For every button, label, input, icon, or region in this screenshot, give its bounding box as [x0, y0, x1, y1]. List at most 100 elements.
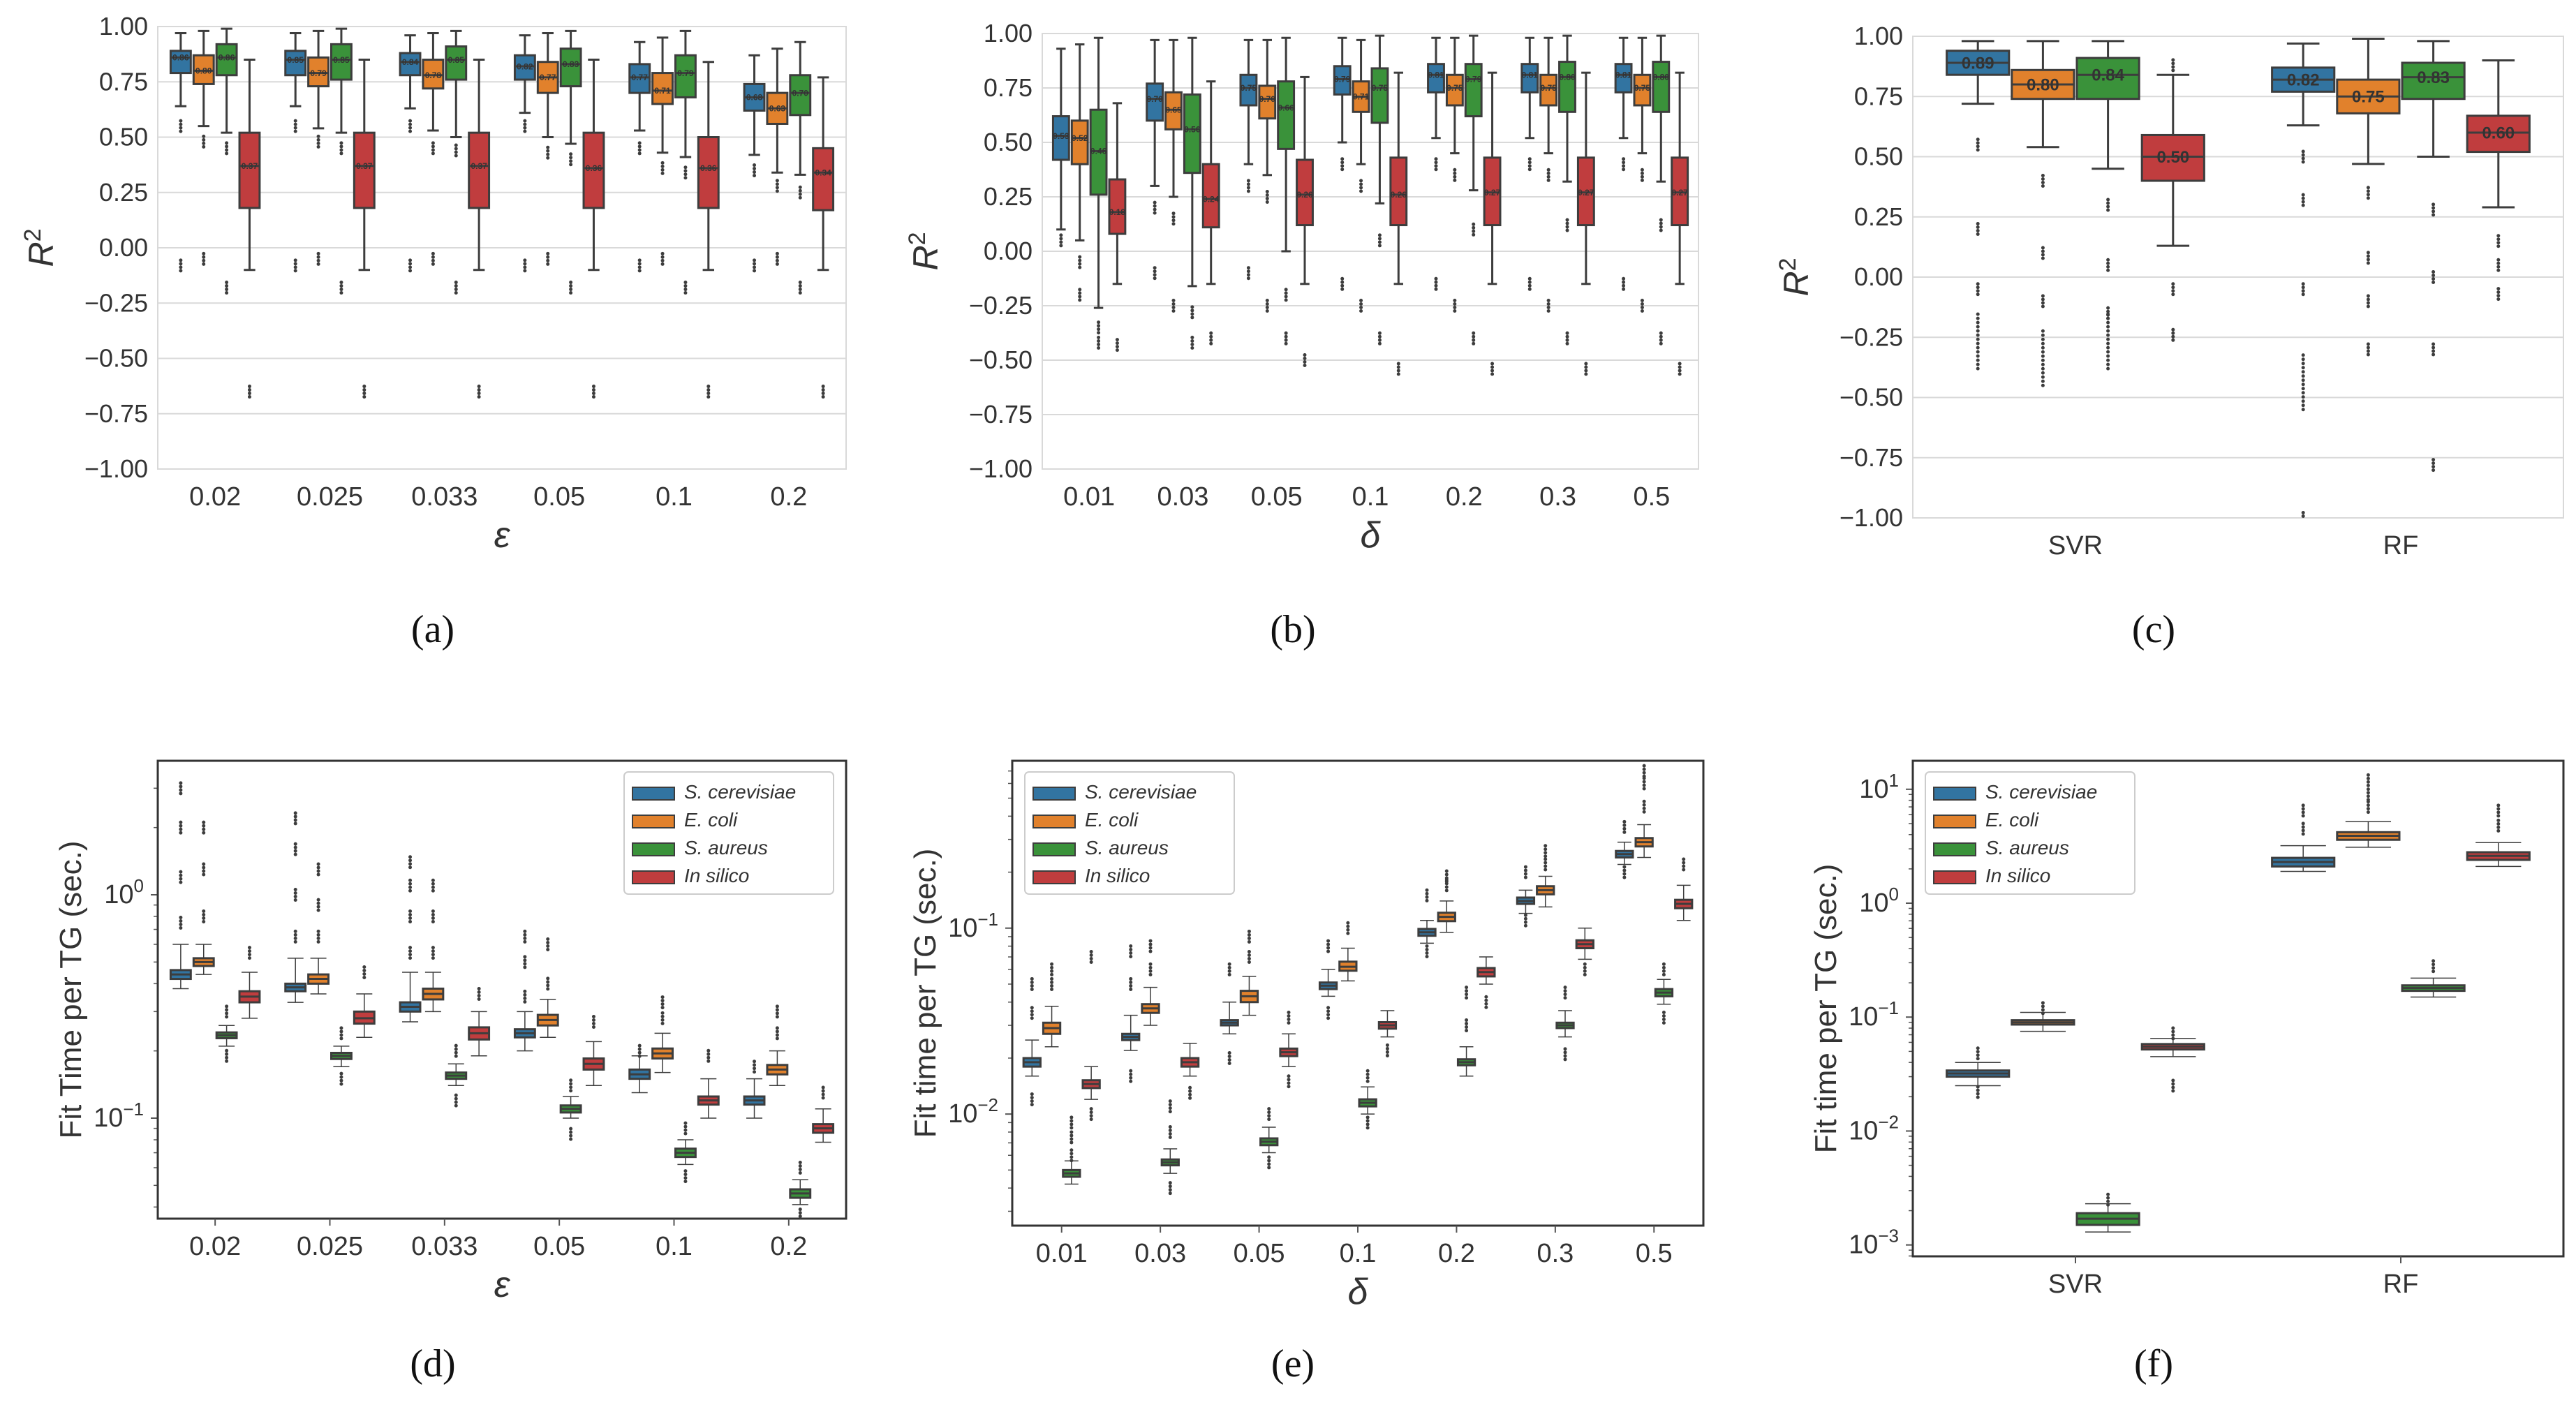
- outlier: [293, 122, 297, 126]
- outlier: [2301, 289, 2305, 293]
- outlier: [1377, 237, 1382, 241]
- outlier: [2431, 962, 2436, 967]
- outlier: [316, 865, 320, 870]
- outlier: [660, 168, 665, 172]
- outlier: [179, 119, 183, 123]
- y-tick-label: −0.50: [84, 344, 148, 373]
- outlier: [1682, 861, 1686, 865]
- outlier: [660, 258, 665, 262]
- outlier: [1465, 1025, 1469, 1029]
- box-body: [1164, 91, 1183, 131]
- outlier: [2431, 345, 2436, 350]
- outlier: [2366, 254, 2370, 258]
- legend-label: S. cerevisiae: [1985, 781, 2097, 803]
- outlier: [1190, 308, 1194, 313]
- outlier: [2366, 196, 2370, 200]
- outlier: [637, 1050, 642, 1055]
- median-label: 0.18: [1109, 207, 1126, 217]
- outlier: [1284, 331, 1288, 335]
- outlier: [1188, 1085, 1192, 1090]
- outlier: [2106, 341, 2110, 345]
- outlier: [1377, 331, 1382, 335]
- outlier: [1059, 233, 1063, 237]
- box-body: [1258, 84, 1277, 120]
- outlier: [1976, 316, 1980, 320]
- box-orange: 0.75: [1633, 36, 1652, 313]
- outlier: [1563, 1054, 1567, 1058]
- outlier: [1326, 946, 1331, 950]
- outlier: [1153, 273, 1157, 277]
- outlier: [1030, 1099, 1034, 1103]
- median-label: 0.70: [1146, 94, 1163, 104]
- outlier: [2301, 395, 2305, 399]
- x-tick-label: 0.03: [1134, 1239, 1186, 1268]
- outlier: [1377, 338, 1382, 342]
- outlier: [2301, 357, 2305, 362]
- outlier: [1030, 1016, 1034, 1020]
- outlier: [477, 993, 481, 997]
- outlier: [2301, 362, 2305, 366]
- outlier: [2041, 246, 2045, 250]
- outlier: [1425, 888, 1429, 892]
- box-body: [1370, 67, 1389, 124]
- outlier: [2431, 277, 2436, 281]
- outlier: [225, 1052, 229, 1056]
- outlier: [2301, 814, 2305, 818]
- outlier: [591, 1014, 595, 1018]
- outlier: [1069, 1140, 1074, 1145]
- outlier: [1148, 946, 1153, 950]
- outlier: [316, 262, 320, 266]
- outlier: [569, 1089, 573, 1093]
- outlier: [2496, 297, 2501, 302]
- outlier: [753, 1063, 757, 1067]
- outlier: [1622, 830, 1627, 834]
- outlier: [454, 1100, 458, 1104]
- outlier: [1565, 341, 1569, 345]
- outlier: [1089, 957, 1093, 961]
- outlier: [431, 258, 435, 262]
- outlier: [753, 174, 757, 178]
- legend-label: E. coli: [1985, 809, 2039, 831]
- outlier: [2496, 244, 2501, 248]
- outlier: [1247, 957, 1251, 961]
- outlier: [2301, 193, 2305, 197]
- outlier: [2366, 798, 2370, 802]
- outlier: [2171, 289, 2175, 293]
- y-tick-label: 0.00: [984, 237, 1032, 265]
- outlier: [293, 898, 297, 902]
- outlier: [1148, 969, 1153, 973]
- outlier: [1444, 876, 1449, 880]
- outlier: [2301, 832, 2305, 836]
- outlier: [1148, 965, 1153, 969]
- outlier: [523, 119, 527, 123]
- outlier: [431, 148, 435, 152]
- median-label: 0.65: [1165, 105, 1182, 114]
- box-body: [1089, 108, 1108, 196]
- outlier: [683, 1124, 688, 1129]
- panel-caption: (a): [411, 608, 454, 651]
- box-body: [1183, 93, 1201, 174]
- x-tick-label: 0.1: [1352, 482, 1389, 512]
- outlier: [1527, 161, 1532, 165]
- outlier: [2301, 825, 2305, 829]
- outlier: [2301, 378, 2305, 382]
- outlier: [546, 152, 550, 156]
- outlier: [454, 1050, 458, 1055]
- box-body: [1051, 115, 1070, 161]
- outlier: [454, 288, 458, 292]
- outlier: [339, 148, 343, 152]
- median-label: 0.71: [1353, 92, 1370, 102]
- outlier: [1303, 357, 1307, 360]
- outlier: [775, 255, 779, 259]
- box-orange: 0.71: [1352, 38, 1370, 313]
- outlier: [431, 262, 435, 266]
- outlier: [1976, 144, 1980, 149]
- outlier: [569, 163, 573, 167]
- outlier: [2106, 312, 2110, 316]
- box-green: [2075, 1192, 2140, 1233]
- outlier: [1425, 948, 1429, 952]
- outlier: [202, 865, 206, 870]
- outlier: [1168, 1131, 1172, 1136]
- legend-label: E. coli: [1085, 809, 1139, 831]
- outlier: [1563, 1057, 1567, 1062]
